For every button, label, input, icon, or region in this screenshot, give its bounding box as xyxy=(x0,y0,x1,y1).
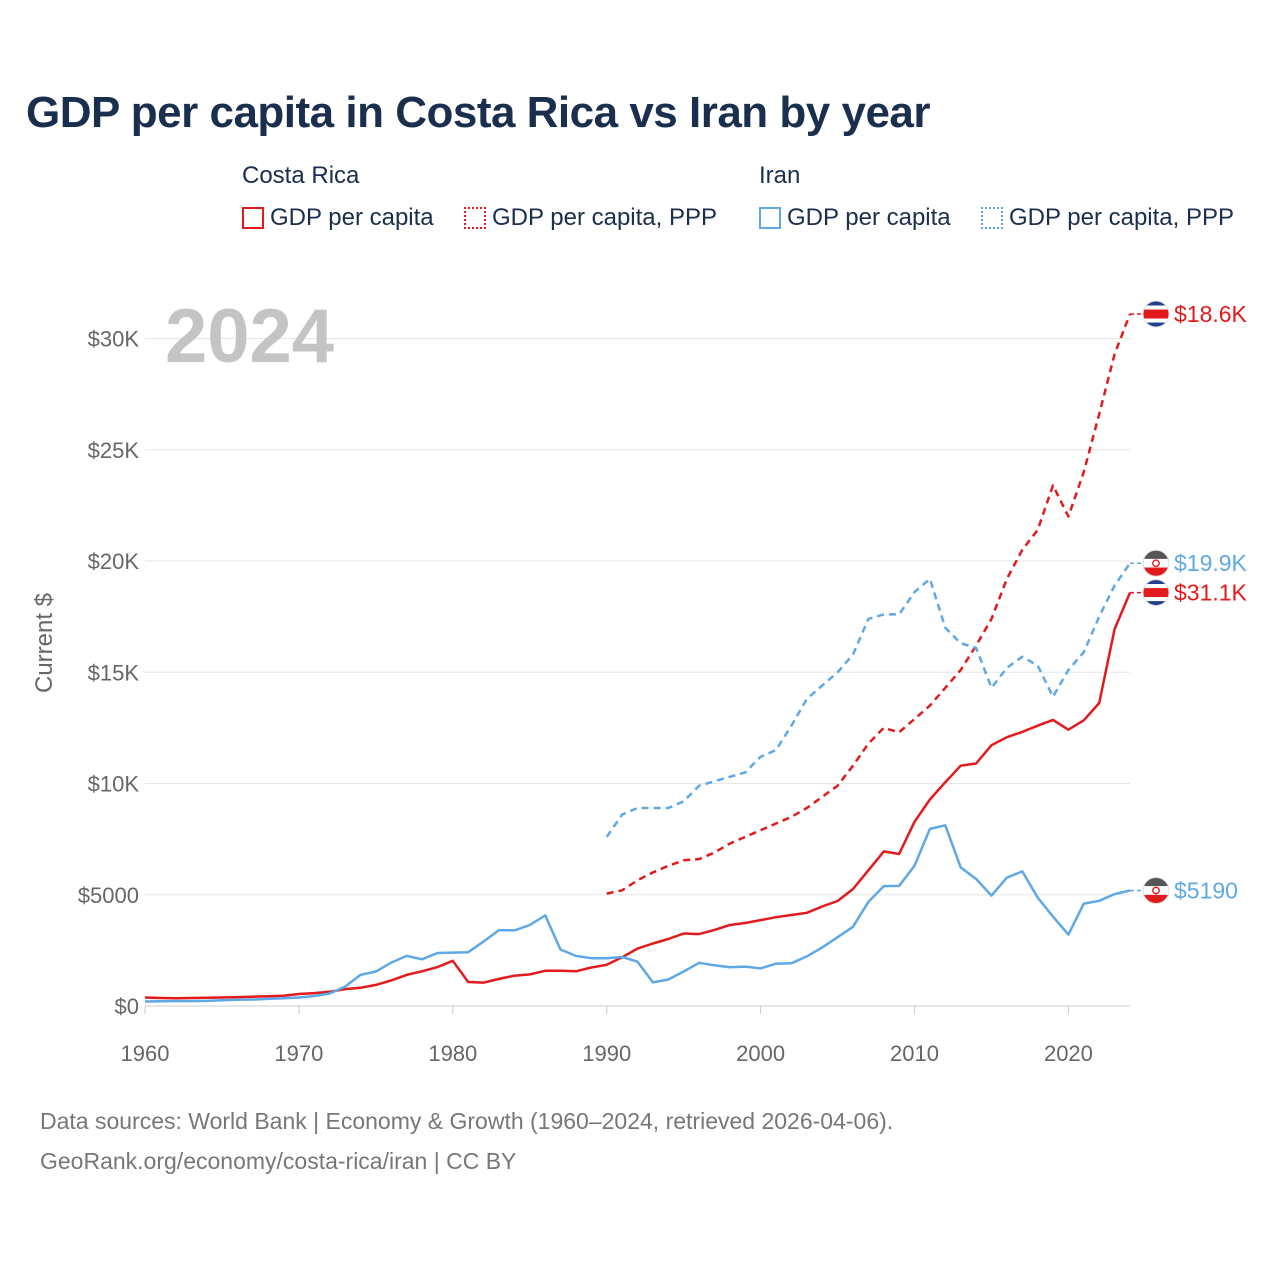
y-axis-ticks: $0 $5000 $10K $15K $20K $25K $30K xyxy=(78,327,140,1020)
series-line-3 xyxy=(605,562,1132,838)
grid xyxy=(145,338,1130,1007)
chart-title: GDP per capita in Costa Rica vs Iran by … xyxy=(26,88,931,137)
series-line-2 xyxy=(144,824,1131,1003)
legend-item-label: GDP per capita, PPP xyxy=(492,204,717,231)
legend-swatch-solid-red xyxy=(242,207,264,229)
iran-flag-icon xyxy=(1142,877,1170,905)
y-tick-label: $0 xyxy=(115,994,139,1019)
end-value-label: $5190 xyxy=(1174,878,1238,904)
legend-swatch-solid-blue xyxy=(759,207,781,229)
legend-swatch-dotted-blue xyxy=(981,207,1003,229)
series-line-1 xyxy=(606,313,1132,895)
x-tick-label: 2020 xyxy=(1044,1041,1093,1066)
costa-rica-flag-icon xyxy=(1142,579,1170,607)
y-axis-label: Current $ xyxy=(31,593,58,693)
y-tick-label: $30K xyxy=(88,327,140,352)
y-tick-label: $25K xyxy=(88,438,140,463)
x-tick-label: 1980 xyxy=(428,1041,477,1066)
legend-item-label: GDP per capita xyxy=(270,204,434,231)
series-line-0 xyxy=(144,592,1132,1000)
legend-item-costa-rica-gdp[interactable]: GDP per capita xyxy=(242,204,434,232)
series-lines xyxy=(144,313,1132,1003)
legend-item-label: GDP per capita, PPP xyxy=(1009,204,1234,231)
x-axis-ticks: 1960 1970 1980 1990 2000 2010 2020 xyxy=(121,1006,1093,1066)
year-label: 2024 xyxy=(165,294,334,379)
costa-rica-flag-icon xyxy=(1142,300,1170,328)
x-tick-label: 2000 xyxy=(736,1041,785,1066)
y-tick-label: $5000 xyxy=(78,883,139,908)
footer-sources: Data sources: World Bank | Economy & Gro… xyxy=(40,1108,894,1134)
legend-group-costa-rica: Costa Rica xyxy=(242,162,360,189)
y-tick-label: $20K xyxy=(88,549,140,574)
x-tick-label: 2010 xyxy=(890,1041,939,1066)
legend-swatch-dotted-red xyxy=(464,207,486,229)
legend-item-iran-gdp-ppp[interactable]: GDP per capita, PPP xyxy=(981,204,1234,232)
end-markers: $31.1K $18.6K $5190 $19.9K xyxy=(1130,300,1248,905)
y-tick-label: $10K xyxy=(88,772,140,797)
footer-attribution: GeoRank.org/economy/costa-rica/iran | CC… xyxy=(40,1148,517,1174)
x-tick-label: 1990 xyxy=(582,1041,631,1066)
legend-item-iran-gdp[interactable]: GDP per capita xyxy=(759,204,951,232)
iran-flag-icon xyxy=(1142,549,1170,577)
legend-item-costa-rica-gdp-ppp[interactable]: GDP per capita, PPP xyxy=(464,204,717,232)
legend-group-iran: Iran xyxy=(759,162,801,189)
y-tick-label: $15K xyxy=(88,660,140,685)
legend-item-label: GDP per capita xyxy=(787,204,951,231)
x-tick-label: 1960 xyxy=(121,1041,170,1066)
end-value-label: $31.1K xyxy=(1174,580,1248,606)
end-value-label: $18.6K xyxy=(1174,301,1248,327)
x-tick-label: 1970 xyxy=(274,1041,323,1066)
end-value-label: $19.9K xyxy=(1174,550,1248,576)
